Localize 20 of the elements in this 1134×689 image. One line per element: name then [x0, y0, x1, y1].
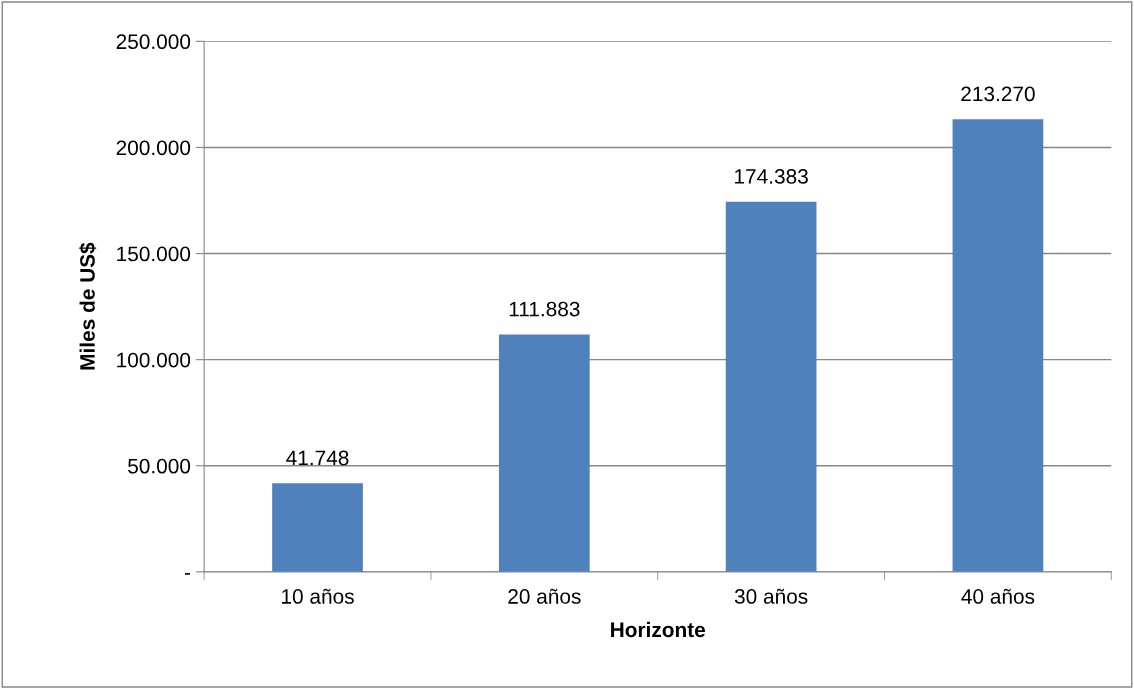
y-tick-label: 50.000	[128, 458, 191, 474]
bar	[952, 119, 1044, 572]
data-label: 111.883	[509, 301, 580, 317]
y-tick-label: 150.000	[117, 246, 191, 262]
data-label: 174.383	[735, 169, 808, 184]
y-tick-label: 250.000	[116, 34, 191, 50]
x-axis-title: Horizonte	[611, 621, 706, 638]
y-axis-title: Miles de US$	[79, 242, 97, 370]
x-tick-label: 10 años	[282, 588, 354, 604]
y-tick-label: -	[184, 573, 190, 575]
data-label: 213.270	[961, 86, 1035, 102]
y-tick-label: 100.000	[117, 352, 191, 368]
y-tick-label: 200.000	[116, 140, 191, 156]
bar	[725, 201, 817, 572]
x-tick-label: 40 años	[961, 588, 1035, 604]
x-tick-label: 30 años	[734, 588, 808, 604]
bar	[498, 334, 590, 572]
x-tick-label: 20 años	[508, 588, 581, 604]
bar	[272, 483, 363, 572]
data-label: 41.748	[286, 450, 349, 466]
